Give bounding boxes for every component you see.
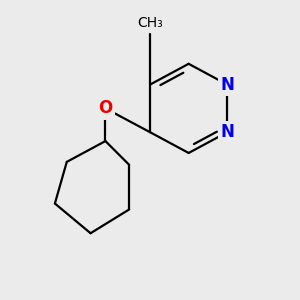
Text: N: N	[220, 76, 234, 94]
Text: O: O	[98, 99, 112, 117]
Text: CH₃: CH₃	[137, 16, 163, 30]
Text: N: N	[220, 123, 234, 141]
